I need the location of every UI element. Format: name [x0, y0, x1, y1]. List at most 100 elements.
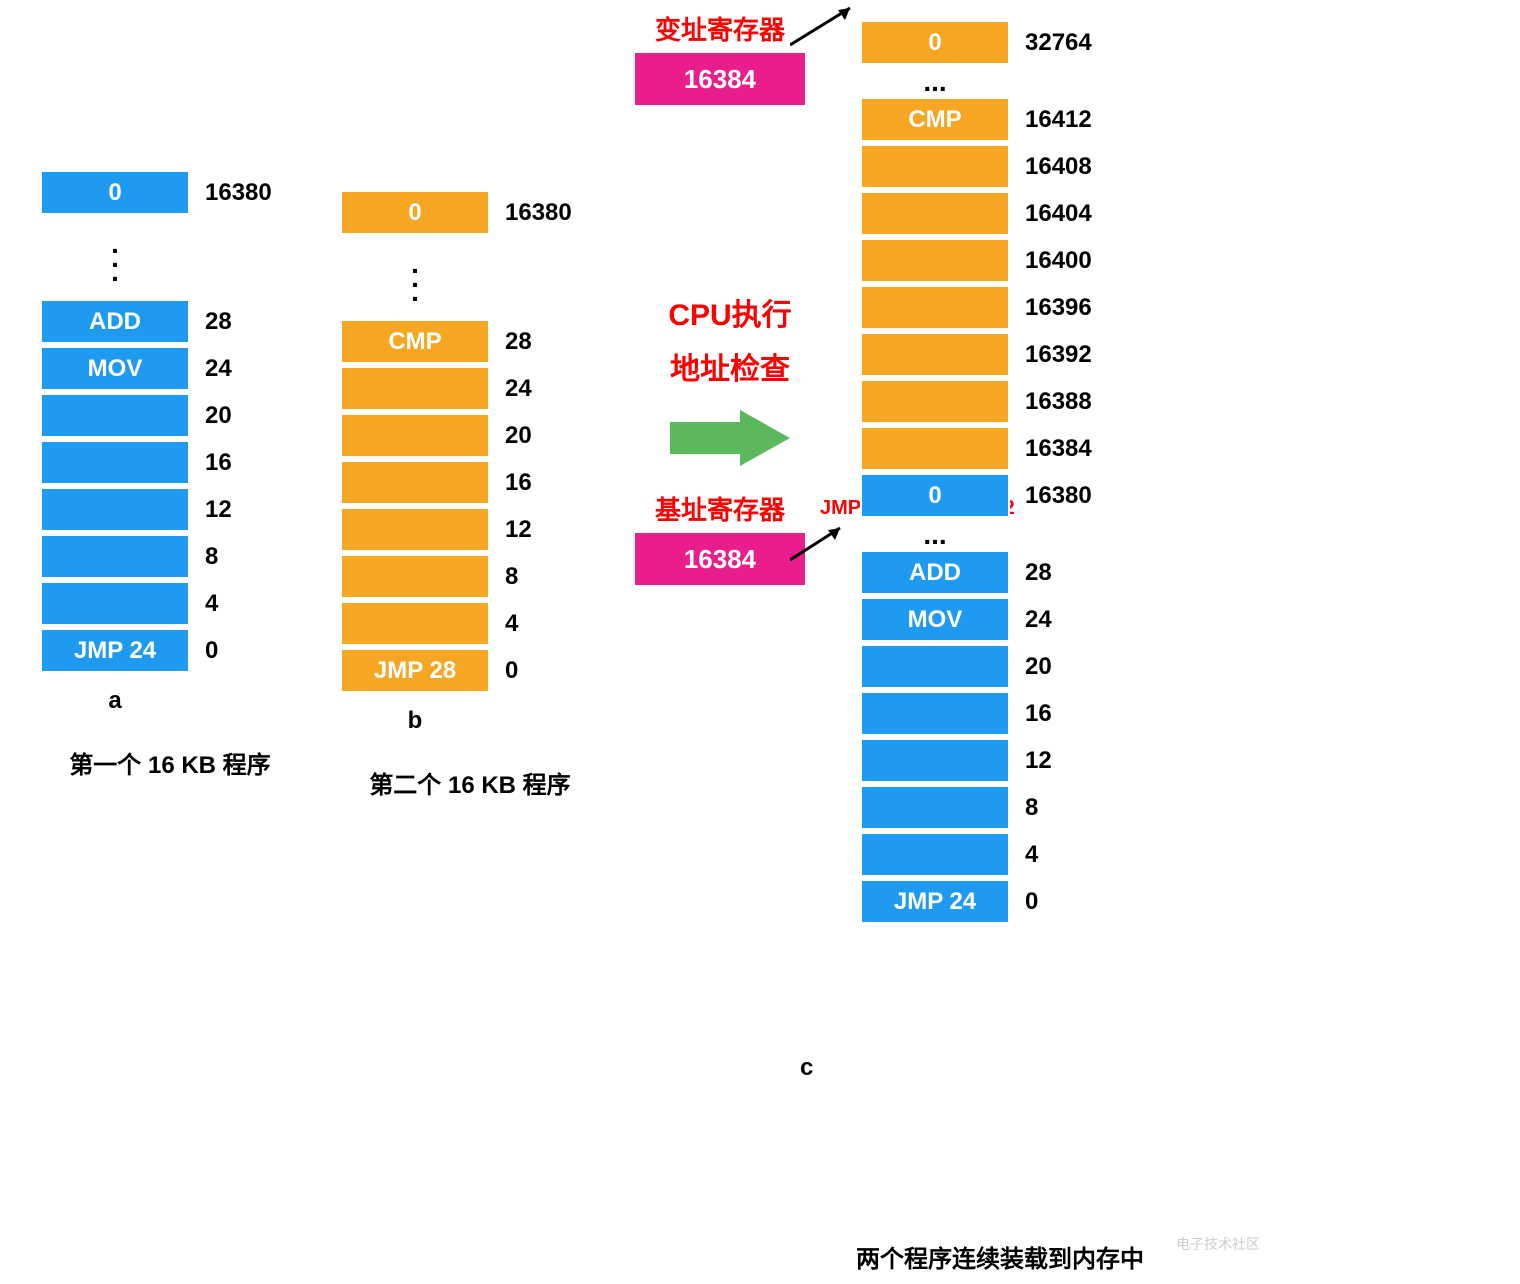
arrow-base — [790, 520, 870, 570]
cell-blue-top: 0 16380 — [860, 473, 1160, 518]
addr: 4 — [1025, 841, 1038, 869]
cell-value: 0 — [40, 170, 190, 215]
cpu-exec-group: CPU执行 地址检查 — [620, 290, 840, 388]
cell-value — [40, 440, 190, 485]
addr: 16412 — [1025, 106, 1092, 134]
memory-row: 4 — [40, 581, 300, 626]
cell-value: JMP 24 — [860, 879, 1010, 924]
column-c: 0 32764 ... CMP1641216408164041640016396… — [860, 20, 1160, 926]
memory-row: 16392 — [860, 332, 1160, 377]
blue-cells: ADD28MOV2420161284JMP 240 — [860, 550, 1160, 924]
cell-value: JMP 28 — [340, 648, 490, 693]
col-label: b — [340, 707, 490, 735]
addr: 16384 — [1025, 435, 1092, 463]
memory-row: 16 — [340, 460, 600, 505]
dots: ... — [860, 67, 1010, 97]
addr: 16404 — [1025, 200, 1092, 228]
cell-value — [40, 487, 190, 532]
addr: 16396 — [1025, 294, 1092, 322]
cell-value: 0 — [860, 473, 1010, 518]
cell-value — [860, 832, 1010, 877]
addr: 8 — [505, 563, 518, 591]
cell-top: 0 16380 — [340, 190, 600, 235]
addr: 16380 — [205, 179, 272, 207]
cell-value — [860, 144, 1010, 189]
cell-value — [860, 426, 1010, 471]
cpu-line2: 地址检查 — [620, 344, 840, 388]
cell-value — [40, 534, 190, 579]
cell-value — [860, 644, 1010, 689]
dots: ... — [40, 217, 190, 299]
memory-row: 16 — [40, 440, 300, 485]
cell-value: ADD — [860, 550, 1010, 595]
cell-value — [860, 691, 1010, 736]
orange-cells: CMP1641216408164041640016396163921638816… — [860, 97, 1160, 471]
memory-row: 8 — [340, 554, 600, 599]
col-caption: 第一个 16 KB 程序 — [40, 745, 300, 780]
memory-row: 20 — [340, 413, 600, 458]
memory-row: ADD 28 — [40, 299, 300, 344]
addr: 16 — [1025, 700, 1052, 728]
memory-row: 20 — [860, 644, 1160, 689]
cell-value — [860, 785, 1010, 830]
addr: 20 — [1025, 653, 1052, 681]
cell-value: CMP — [340, 319, 490, 364]
memory-row: 24 — [340, 366, 600, 411]
col-caption: 第二个 16 KB 程序 — [340, 765, 600, 800]
addr: 8 — [1025, 794, 1038, 822]
addr: 32764 — [1025, 29, 1092, 57]
cell-value — [860, 332, 1010, 377]
addr: 28 — [205, 308, 232, 336]
addr: 0 — [1025, 888, 1038, 916]
memory-row: CMP 28 — [340, 319, 600, 364]
memory-row: MOV24 — [860, 597, 1160, 642]
addr: 12 — [505, 516, 532, 544]
cell-value — [340, 554, 490, 599]
addr: 4 — [205, 590, 218, 618]
addr: 16 — [505, 469, 532, 497]
addr: 16400 — [1025, 247, 1092, 275]
cell-value — [860, 191, 1010, 236]
memory-row: JMP 24 0 — [860, 879, 1160, 924]
memory-row: 16396 — [860, 285, 1160, 330]
cell-value: 0 — [340, 190, 490, 235]
memory-row: 16400 — [860, 238, 1160, 283]
dots: ... — [340, 237, 490, 319]
cell-value: ADD — [40, 299, 190, 344]
cell-value — [340, 507, 490, 552]
addr: 16388 — [1025, 388, 1092, 416]
memory-row: 16408 — [860, 144, 1160, 189]
watermark: 电子技术社区 — [1176, 1234, 1260, 1254]
cpu-line1: CPU执行 — [620, 290, 840, 334]
addr: 16380 — [1025, 482, 1092, 510]
col-c-label: c — [800, 1054, 813, 1082]
cell-value — [40, 393, 190, 438]
dots: ... — [860, 520, 1010, 550]
memory-row: ADD 28 — [860, 550, 1160, 595]
cell-value — [860, 738, 1010, 783]
addr: 28 — [1025, 559, 1052, 587]
memory-row: 12 — [40, 487, 300, 532]
memory-row: MOV24 — [40, 346, 300, 391]
col-label: a — [40, 687, 190, 715]
addr: 16 — [205, 449, 232, 477]
memory-row: 20 — [40, 393, 300, 438]
cell-value — [340, 601, 490, 646]
memory-row: 4 — [860, 832, 1160, 877]
base-register-value: 16384 — [635, 533, 805, 585]
column-a: 0 16380 ... ADD28MOV2420161284JMP 240 a … — [40, 170, 300, 780]
cell-value — [860, 285, 1010, 330]
addr: 16380 — [505, 199, 572, 227]
addr: 28 — [505, 328, 532, 356]
addr: 24 — [205, 355, 232, 383]
cell-value: JMP 24 — [40, 628, 190, 673]
cell-value — [860, 379, 1010, 424]
index-register-value: 16384 — [635, 53, 805, 105]
cell-value — [340, 460, 490, 505]
addr: 24 — [505, 375, 532, 403]
memory-row: JMP 240 — [40, 628, 300, 673]
cells: ADD28MOV2420161284JMP 240 — [40, 299, 300, 673]
memory-row: 16384 — [860, 426, 1160, 471]
addr: 16408 — [1025, 153, 1092, 181]
column-b: 0 16380 ... CMP282420161284JMP 280 b 第二个… — [340, 190, 600, 800]
